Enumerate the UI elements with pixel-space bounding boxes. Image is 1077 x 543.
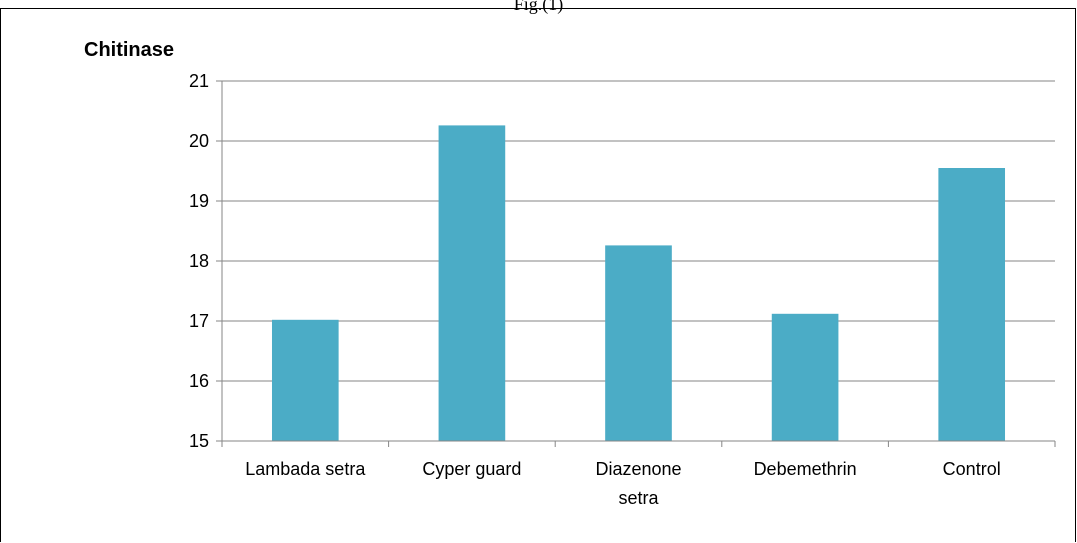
bar bbox=[938, 168, 1006, 441]
x-category-label: Lambada setra bbox=[245, 459, 366, 479]
y-tick-label: 15 bbox=[189, 431, 209, 451]
bar bbox=[438, 125, 506, 442]
chart-frame: Chitinase 15 16 17 18 19 20 21 Lambada setra Cyp… bbox=[0, 8, 1076, 542]
x-category-label: Diazenone bbox=[595, 459, 681, 479]
y-tick-label: 20 bbox=[189, 131, 209, 151]
x-category-label: Control bbox=[943, 459, 1001, 479]
figure-caption: Fig.(1) bbox=[513, 0, 564, 14]
bar bbox=[771, 313, 839, 441]
y-tick-label: 16 bbox=[189, 371, 209, 391]
bar-chart: Chitinase 15 16 17 18 19 20 21 Lambada setra Cyp… bbox=[84, 39, 1056, 508]
x-category-label: setra bbox=[618, 488, 659, 508]
y-tick-label: 21 bbox=[189, 71, 209, 91]
y-axis-title: Chitinase bbox=[84, 39, 174, 61]
bar bbox=[605, 245, 672, 441]
bar bbox=[271, 319, 339, 441]
y-tick-label: 19 bbox=[189, 191, 209, 211]
x-category-label: Debemethrin bbox=[754, 459, 857, 479]
y-tick-label: 18 bbox=[189, 251, 209, 271]
x-category-label: Cyper guard bbox=[422, 459, 521, 479]
y-tick-label: 17 bbox=[189, 311, 209, 331]
